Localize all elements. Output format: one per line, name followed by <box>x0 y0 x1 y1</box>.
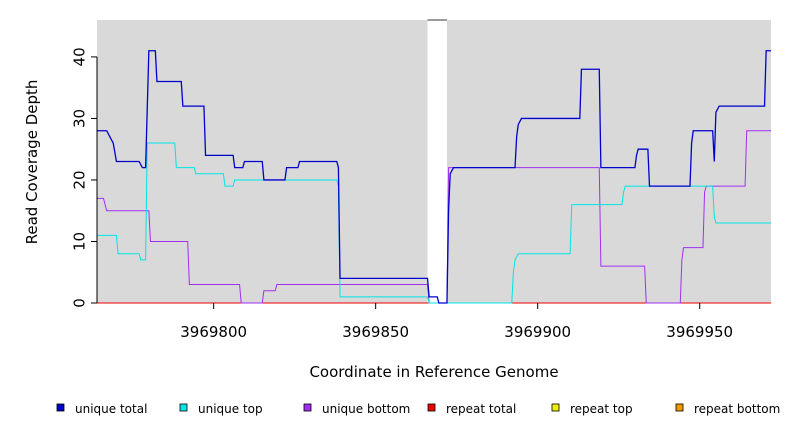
y-tick-label: 0 <box>70 298 88 308</box>
x-tick-label: 3969800 <box>180 323 247 341</box>
y-tick-label: 10 <box>70 232 88 251</box>
legend-swatch <box>675 403 684 412</box>
legend-label: unique bottom <box>322 402 410 416</box>
series-layer <box>97 50 771 304</box>
legend-swatch <box>427 403 436 412</box>
y-tick-label: 40 <box>70 47 88 66</box>
legend-swatch <box>551 403 560 412</box>
legend: unique total unique top unique bottom repea… <box>56 402 780 416</box>
legend-swatch <box>303 403 312 412</box>
legend-label: repeat top <box>570 402 633 416</box>
x-tick-label: 3969900 <box>504 323 571 341</box>
x-tick-label: 3969850 <box>342 323 409 341</box>
plot-background <box>97 19 771 303</box>
legend-swatch <box>56 403 65 412</box>
axes-layer: 0 10 20 30 40 3969800 3969850 3969900 3969950 <box>70 47 733 341</box>
x-tick-label: 3969950 <box>666 323 733 341</box>
legend-label: unique top <box>198 402 263 416</box>
series-line-unique-total <box>97 50 771 304</box>
legend-label: repeat bottom <box>694 402 780 416</box>
y-axis-title: Read Coverage Depth <box>23 80 41 245</box>
legend-swatch <box>179 403 188 412</box>
x-axis-title: Coordinate in Reference Genome <box>309 363 558 381</box>
y-tick-label: 20 <box>70 170 88 189</box>
y-tick-label: 30 <box>70 109 88 128</box>
shaded-region-1 <box>446 20 771 303</box>
legend-label: unique total <box>75 402 147 416</box>
legend-label: repeat total <box>446 402 516 416</box>
